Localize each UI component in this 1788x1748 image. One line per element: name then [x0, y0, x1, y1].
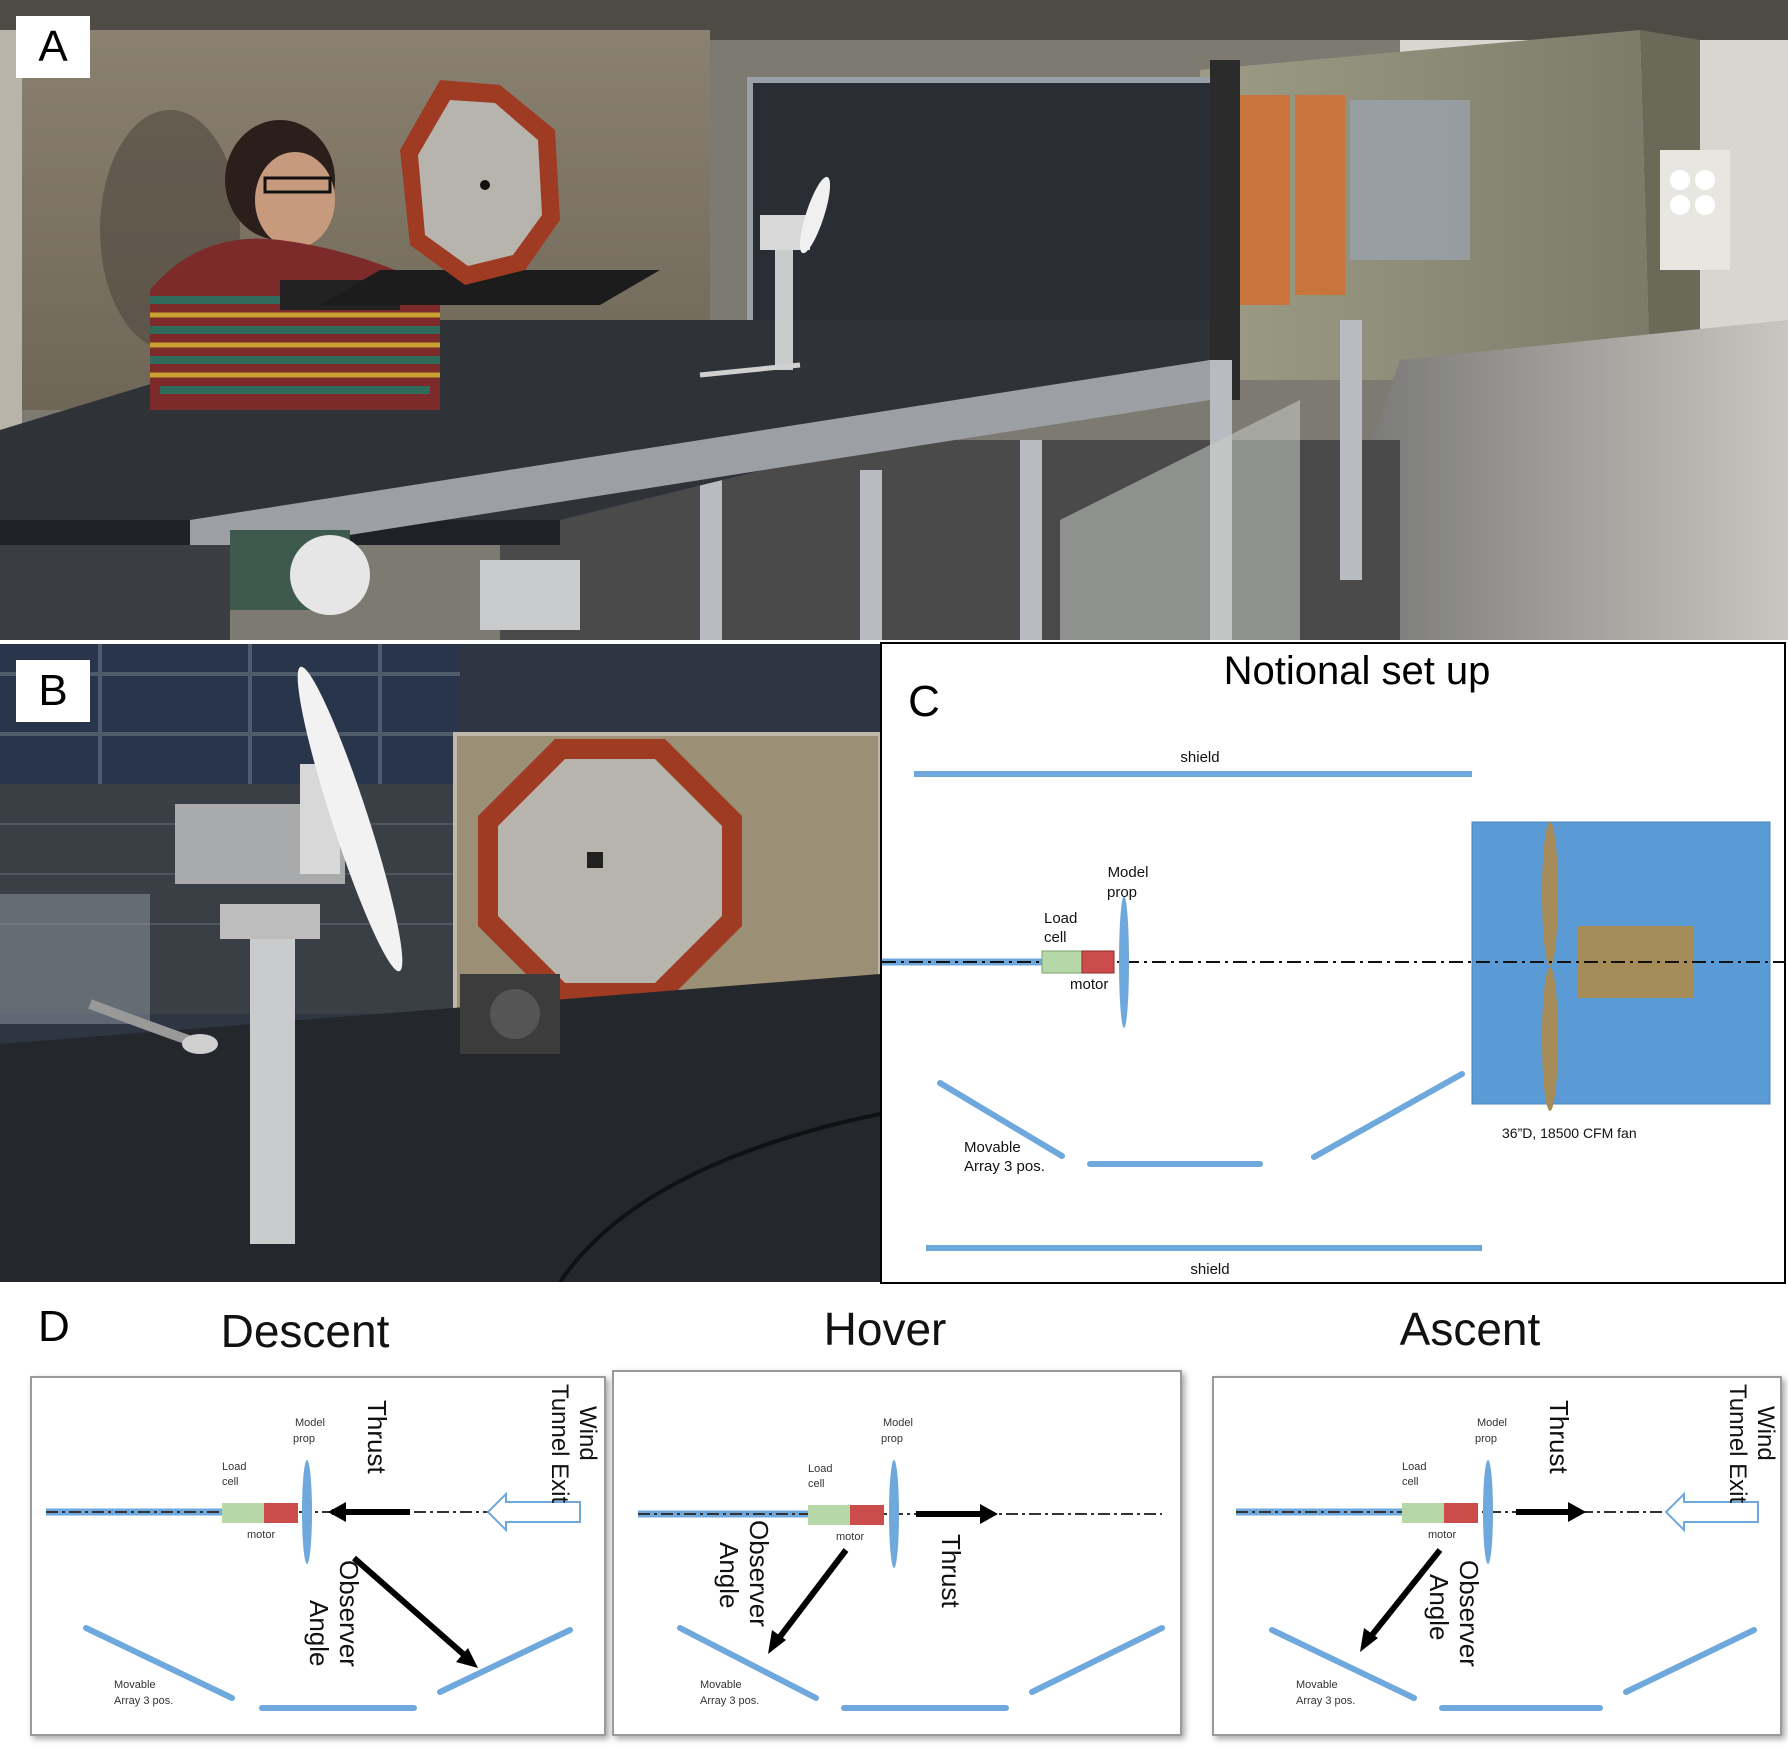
octagon-plate-b: [478, 739, 742, 1003]
array-label-1: Movable: [114, 1679, 156, 1691]
mode-title-hover: Hover: [823, 1303, 947, 1355]
load-cell-label-2: cell: [1044, 929, 1067, 946]
model-prop: [1119, 896, 1129, 1028]
model-prop-stand-a: [699, 176, 831, 378]
tunnel-exit-label: Tunnel Exit: [1724, 1384, 1751, 1504]
model-prop-scene: [0, 644, 880, 1282]
panel-letter-a: A: [16, 16, 90, 78]
mode-title-descent: Descent: [220, 1305, 390, 1357]
array-label-1: Movable: [700, 1679, 742, 1691]
array-label-2: Array 3 pos.: [1296, 1695, 1355, 1707]
panel-a-photo: A: [0, 0, 1788, 640]
model-prop-label-2: prop: [881, 1433, 903, 1445]
model-prop-stand-b: [88, 666, 403, 1244]
panel-letter-c: C: [908, 677, 940, 726]
motor-label: motor: [836, 1531, 864, 1543]
wind-label: Wind: [574, 1406, 601, 1461]
octagon-plate-a: [400, 80, 560, 285]
mode-title-ascent: Ascent: [1399, 1303, 1541, 1355]
motor: [1081, 950, 1115, 974]
movable-array: [937, 1071, 1465, 1167]
thrust-label: Thrust: [1544, 1400, 1574, 1474]
array-label-1: Movable: [1296, 1679, 1338, 1691]
load-cell-label-2: cell: [808, 1478, 825, 1490]
panel-b-photo: B: [0, 644, 880, 1282]
load-cell-label-1: Load: [1044, 910, 1077, 927]
panel-letter-b: B: [16, 660, 90, 722]
model-prop-label-1: Model: [1108, 864, 1149, 881]
panel-c-title: Notional set up: [1224, 649, 1491, 693]
wind-tunnel-scene: [0, 0, 1788, 640]
load-cell-label-1: Load: [808, 1463, 832, 1475]
shield-bottom-label: shield: [1190, 1261, 1229, 1278]
descent-diagram: Model prop Load cell motor Wind Tunnel E…: [30, 1376, 606, 1736]
angle-label: Angle: [1424, 1574, 1454, 1641]
load-cell-label-1: Load: [1402, 1461, 1426, 1473]
model-prop-label-1: Model: [1477, 1417, 1507, 1429]
load-cell-label-2: cell: [222, 1476, 239, 1488]
panel-letter-d: D: [38, 1302, 70, 1351]
thrust-label: Thrust: [362, 1400, 392, 1474]
motor-label: motor: [1428, 1529, 1456, 1541]
angle-label: Angle: [714, 1542, 744, 1609]
panel-c-schematic: Notional set up C shield 36”D, 18500 CFM…: [880, 642, 1786, 1284]
model-prop-label-2: prop: [293, 1433, 315, 1445]
load-cell-label-2: cell: [1402, 1476, 1419, 1488]
array-label-1: Movable: [964, 1139, 1021, 1156]
array-label-2: Array 3 pos.: [964, 1158, 1045, 1175]
model-prop-label-1: Model: [883, 1417, 913, 1429]
wind-label: Wind: [1752, 1406, 1779, 1461]
observer-label: Observer: [744, 1520, 774, 1627]
angle-label: Angle: [304, 1600, 334, 1667]
ascent-diagram: Model prop Load cell motor Wind Tunnel E…: [1212, 1376, 1782, 1736]
motor-label: motor: [247, 1529, 275, 1541]
observer-label: Observer: [334, 1560, 364, 1667]
load-cell-label-1: Load: [222, 1461, 246, 1473]
array-label-2: Array 3 pos.: [700, 1695, 759, 1707]
fan-label: 36”D, 18500 CFM fan: [1502, 1125, 1637, 1141]
fan-unit: [1471, 821, 1771, 1111]
model-prop-label-1: Model: [295, 1417, 325, 1429]
shield-top-label: shield: [1180, 749, 1219, 766]
observer-label: Observer: [1454, 1560, 1484, 1667]
thrust-label: Thrust: [936, 1534, 966, 1608]
array-label-2: Array 3 pos.: [114, 1695, 173, 1707]
model-prop-label-2: prop: [1475, 1433, 1497, 1445]
load-cell: [1041, 950, 1083, 974]
model-prop-label-2: prop: [1107, 884, 1137, 901]
notional-setup-diagram: Notional set up C shield 36”D, 18500 CFM…: [882, 649, 1786, 1278]
motor-label: motor: [1070, 976, 1108, 993]
tunnel-exit-label: Tunnel Exit: [546, 1384, 573, 1504]
hover-diagram: Model prop Load cell motor Thrust Observ…: [612, 1370, 1182, 1736]
